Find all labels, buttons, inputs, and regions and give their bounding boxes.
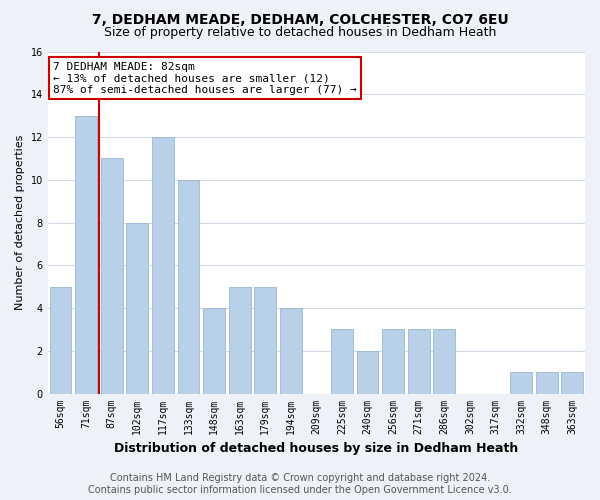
- Text: 7 DEDHAM MEADE: 82sqm
← 13% of detached houses are smaller (12)
87% of semi-deta: 7 DEDHAM MEADE: 82sqm ← 13% of detached …: [53, 62, 357, 95]
- Text: Size of property relative to detached houses in Dedham Heath: Size of property relative to detached ho…: [104, 26, 496, 39]
- Bar: [433, 330, 455, 394]
- Bar: [562, 372, 583, 394]
- Bar: [229, 286, 251, 394]
- Bar: [382, 330, 404, 394]
- Bar: [178, 180, 199, 394]
- Bar: [408, 330, 430, 394]
- Bar: [75, 116, 97, 394]
- Bar: [127, 222, 148, 394]
- Bar: [536, 372, 557, 394]
- X-axis label: Distribution of detached houses by size in Dedham Heath: Distribution of detached houses by size …: [114, 442, 518, 455]
- Bar: [510, 372, 532, 394]
- Y-axis label: Number of detached properties: Number of detached properties: [15, 135, 25, 310]
- Bar: [331, 330, 353, 394]
- Bar: [152, 137, 174, 394]
- Bar: [254, 286, 276, 394]
- Bar: [280, 308, 302, 394]
- Text: Contains HM Land Registry data © Crown copyright and database right 2024.
Contai: Contains HM Land Registry data © Crown c…: [88, 474, 512, 495]
- Bar: [356, 351, 379, 394]
- Bar: [101, 158, 122, 394]
- Bar: [203, 308, 225, 394]
- Text: 7, DEDHAM MEADE, DEDHAM, COLCHESTER, CO7 6EU: 7, DEDHAM MEADE, DEDHAM, COLCHESTER, CO7…: [92, 12, 508, 26]
- Bar: [50, 286, 71, 394]
